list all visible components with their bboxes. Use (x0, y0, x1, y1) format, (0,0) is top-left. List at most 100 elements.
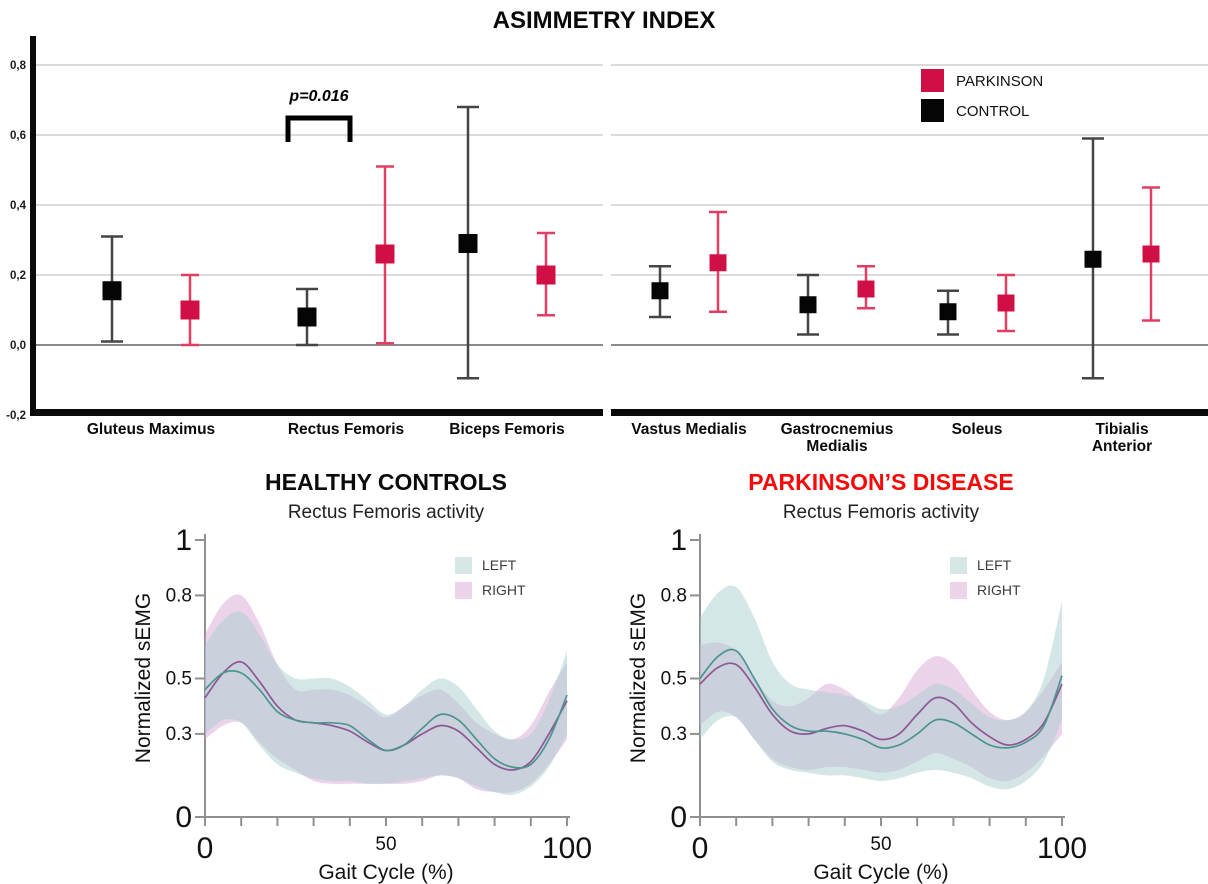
x-tick-label: 0 (692, 832, 709, 865)
marker-square (458, 234, 478, 253)
x-axis-label: Gait Cycle (%) (318, 861, 453, 884)
marker-square (799, 296, 817, 314)
y-tick-label: 0,8 (10, 60, 27, 72)
marker-square (375, 244, 395, 264)
mean-line-right (699, 662, 1063, 746)
panel-subtitle: Rectus Femoris activity (783, 502, 980, 523)
panel-legend: LEFT RIGHT (455, 557, 526, 599)
legend-label-left: LEFT (977, 557, 1012, 573)
marker-square (857, 280, 875, 298)
y-axis-spine (30, 36, 36, 416)
y-tick-label: 0.3 (166, 724, 192, 745)
y-tick-label: 0.3 (661, 724, 687, 745)
error-bar-control (1082, 137, 1104, 380)
error-bar-control (937, 289, 959, 336)
y-tick-label: 0 (175, 801, 192, 834)
panel-title: PARKINSON’S DISEASE (748, 469, 1013, 495)
legend-label-right: RIGHT (977, 582, 1021, 598)
y-tick-label: 1 (175, 524, 192, 557)
band-left (205, 611, 567, 796)
marker-square (1084, 250, 1102, 268)
error-bar-parkinson (536, 231, 556, 317)
marker-square (1142, 245, 1160, 263)
error-bar-parkinson (180, 273, 200, 347)
chart-title: ASIMMETRY INDEX (493, 7, 716, 34)
legend-label-left: LEFT (482, 557, 517, 573)
marker-square (297, 307, 317, 327)
error-bar-control (101, 235, 123, 343)
category-label: Biceps Femoris (449, 421, 564, 438)
error-bar-parkinson (1142, 186, 1160, 322)
plot-area: 1 0.8 0.5 0.3 00 50 100 (661, 524, 1087, 865)
significance-bracket (285, 115, 353, 142)
y-tick-label: 0 (670, 801, 687, 834)
y-axis-label: Normalized sEMG (132, 593, 155, 763)
error-bar-control (296, 287, 318, 347)
category-label: Tibialis Anterior (1092, 421, 1152, 455)
y-tick-label: 1 (670, 524, 687, 557)
marker-square (709, 254, 727, 272)
legend-swatch-parkinson (921, 69, 944, 92)
y-tick-label: 0.8 (661, 585, 687, 606)
marker-square (102, 281, 122, 301)
legend-swatch-right (455, 582, 472, 599)
legend-swatch-control (921, 99, 944, 122)
marker-square (180, 300, 200, 320)
mean-line-left (204, 670, 568, 769)
chart-legend: PARKINSON CONTROL (921, 69, 1043, 122)
category-label: Vastus Medialis (631, 421, 746, 438)
legend-label-right: RIGHT (482, 582, 526, 598)
panel-subtitle: Rectus Femoris activity (288, 502, 485, 523)
error-bars-layer (101, 105, 1160, 380)
legend-swatch-left (455, 557, 472, 574)
parkinsons-disease-chart: PARKINSON’S DISEASE Rectus Femoris activ… (627, 469, 1087, 884)
healthy-controls-chart: HEALTHY CONTROLS Rectus Femoris activity… (132, 469, 592, 884)
error-bar-control (457, 105, 479, 380)
legend-swatch-right (950, 582, 967, 599)
error-bar-control (797, 273, 819, 336)
x-axis-label: Gait Cycle (%) (813, 861, 948, 884)
y-tick-label: -0,2 (6, 410, 26, 422)
marker-square (651, 282, 669, 300)
asymmetry-index-chart: 0,8 0,6 0,4 0,2 0,0 -0,2 p=0.016 ASIMMET… (6, 7, 1208, 455)
error-bar-parkinson (709, 210, 727, 313)
category-label: Gastrocnemius Medialis (781, 421, 894, 455)
category-label: Gluteus Maximus (87, 421, 215, 438)
x-tick-label: 0 (197, 832, 214, 865)
y-tick-label: 0.5 (661, 669, 687, 690)
x-tick-label: 100 (542, 832, 592, 865)
y-tick-label: 0,0 (10, 340, 26, 352)
gridlines (36, 64, 1208, 346)
panel-legend: LEFT RIGHT (950, 557, 1021, 599)
band-left (700, 585, 1062, 790)
panel-title: HEALTHY CONTROLS (265, 469, 507, 495)
legend-swatch-left (950, 557, 967, 574)
x-tick-label: 50 (375, 834, 396, 855)
y-tick-label: 0,6 (10, 130, 26, 142)
error-bar-parkinson (857, 265, 875, 310)
x-axis-spine-left (30, 409, 603, 416)
mean-line-left (699, 648, 1063, 749)
category-label: Rectus Femoris (288, 421, 404, 438)
y-tick-label: 0.5 (166, 669, 192, 690)
error-bar-parkinson (375, 165, 395, 345)
x-tick-label: 100 (1037, 832, 1087, 865)
category-label: Soleus (952, 421, 1003, 438)
category-labels: Gluteus Maximus Rectus Femoris Biceps Femo… (87, 421, 1152, 455)
y-tick-label: 0,4 (10, 200, 27, 212)
y-axis-label: Normalized sEMG (627, 593, 650, 763)
x-axis-spine-right (611, 409, 1208, 416)
marker-square (536, 265, 556, 285)
x-tick-label: 50 (870, 834, 891, 855)
plot-area: 1 0.8 0.5 0.3 00 50 100 (166, 524, 592, 865)
error-bar-parkinson (997, 273, 1015, 333)
p-value-annotation: p=0.016 (288, 88, 348, 105)
marker-square (939, 303, 957, 321)
y-tick-label: 0,2 (10, 270, 26, 282)
legend-label-control: CONTROL (956, 103, 1029, 120)
error-bar-control (649, 265, 671, 319)
y-tick-label: 0.8 (166, 585, 192, 606)
marker-square (997, 294, 1015, 312)
legend-label-parkinson: PARKINSON (956, 73, 1043, 90)
